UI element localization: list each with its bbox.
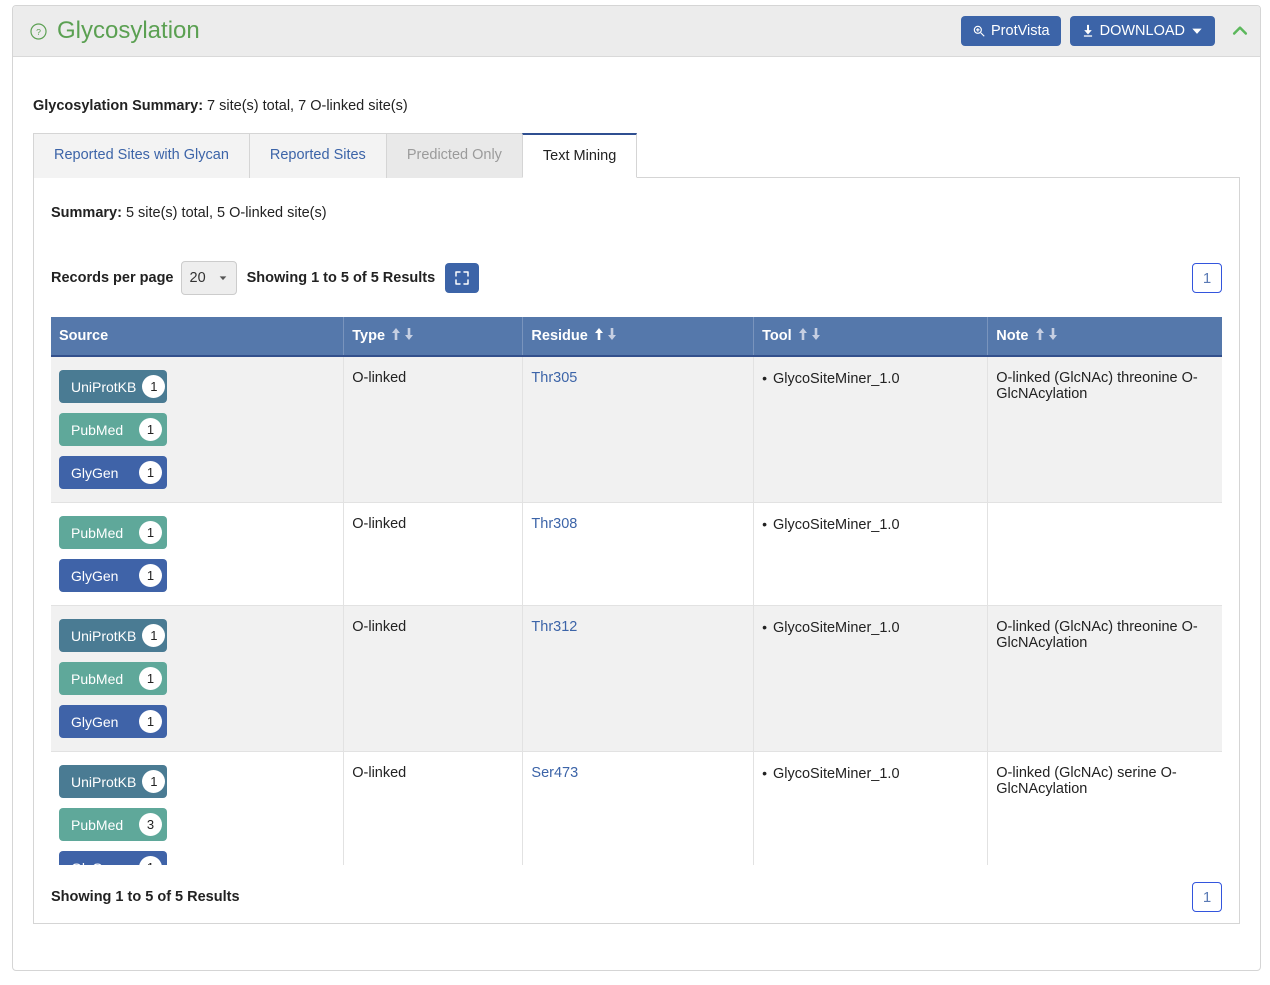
svg-text:?: ? [36, 27, 41, 37]
